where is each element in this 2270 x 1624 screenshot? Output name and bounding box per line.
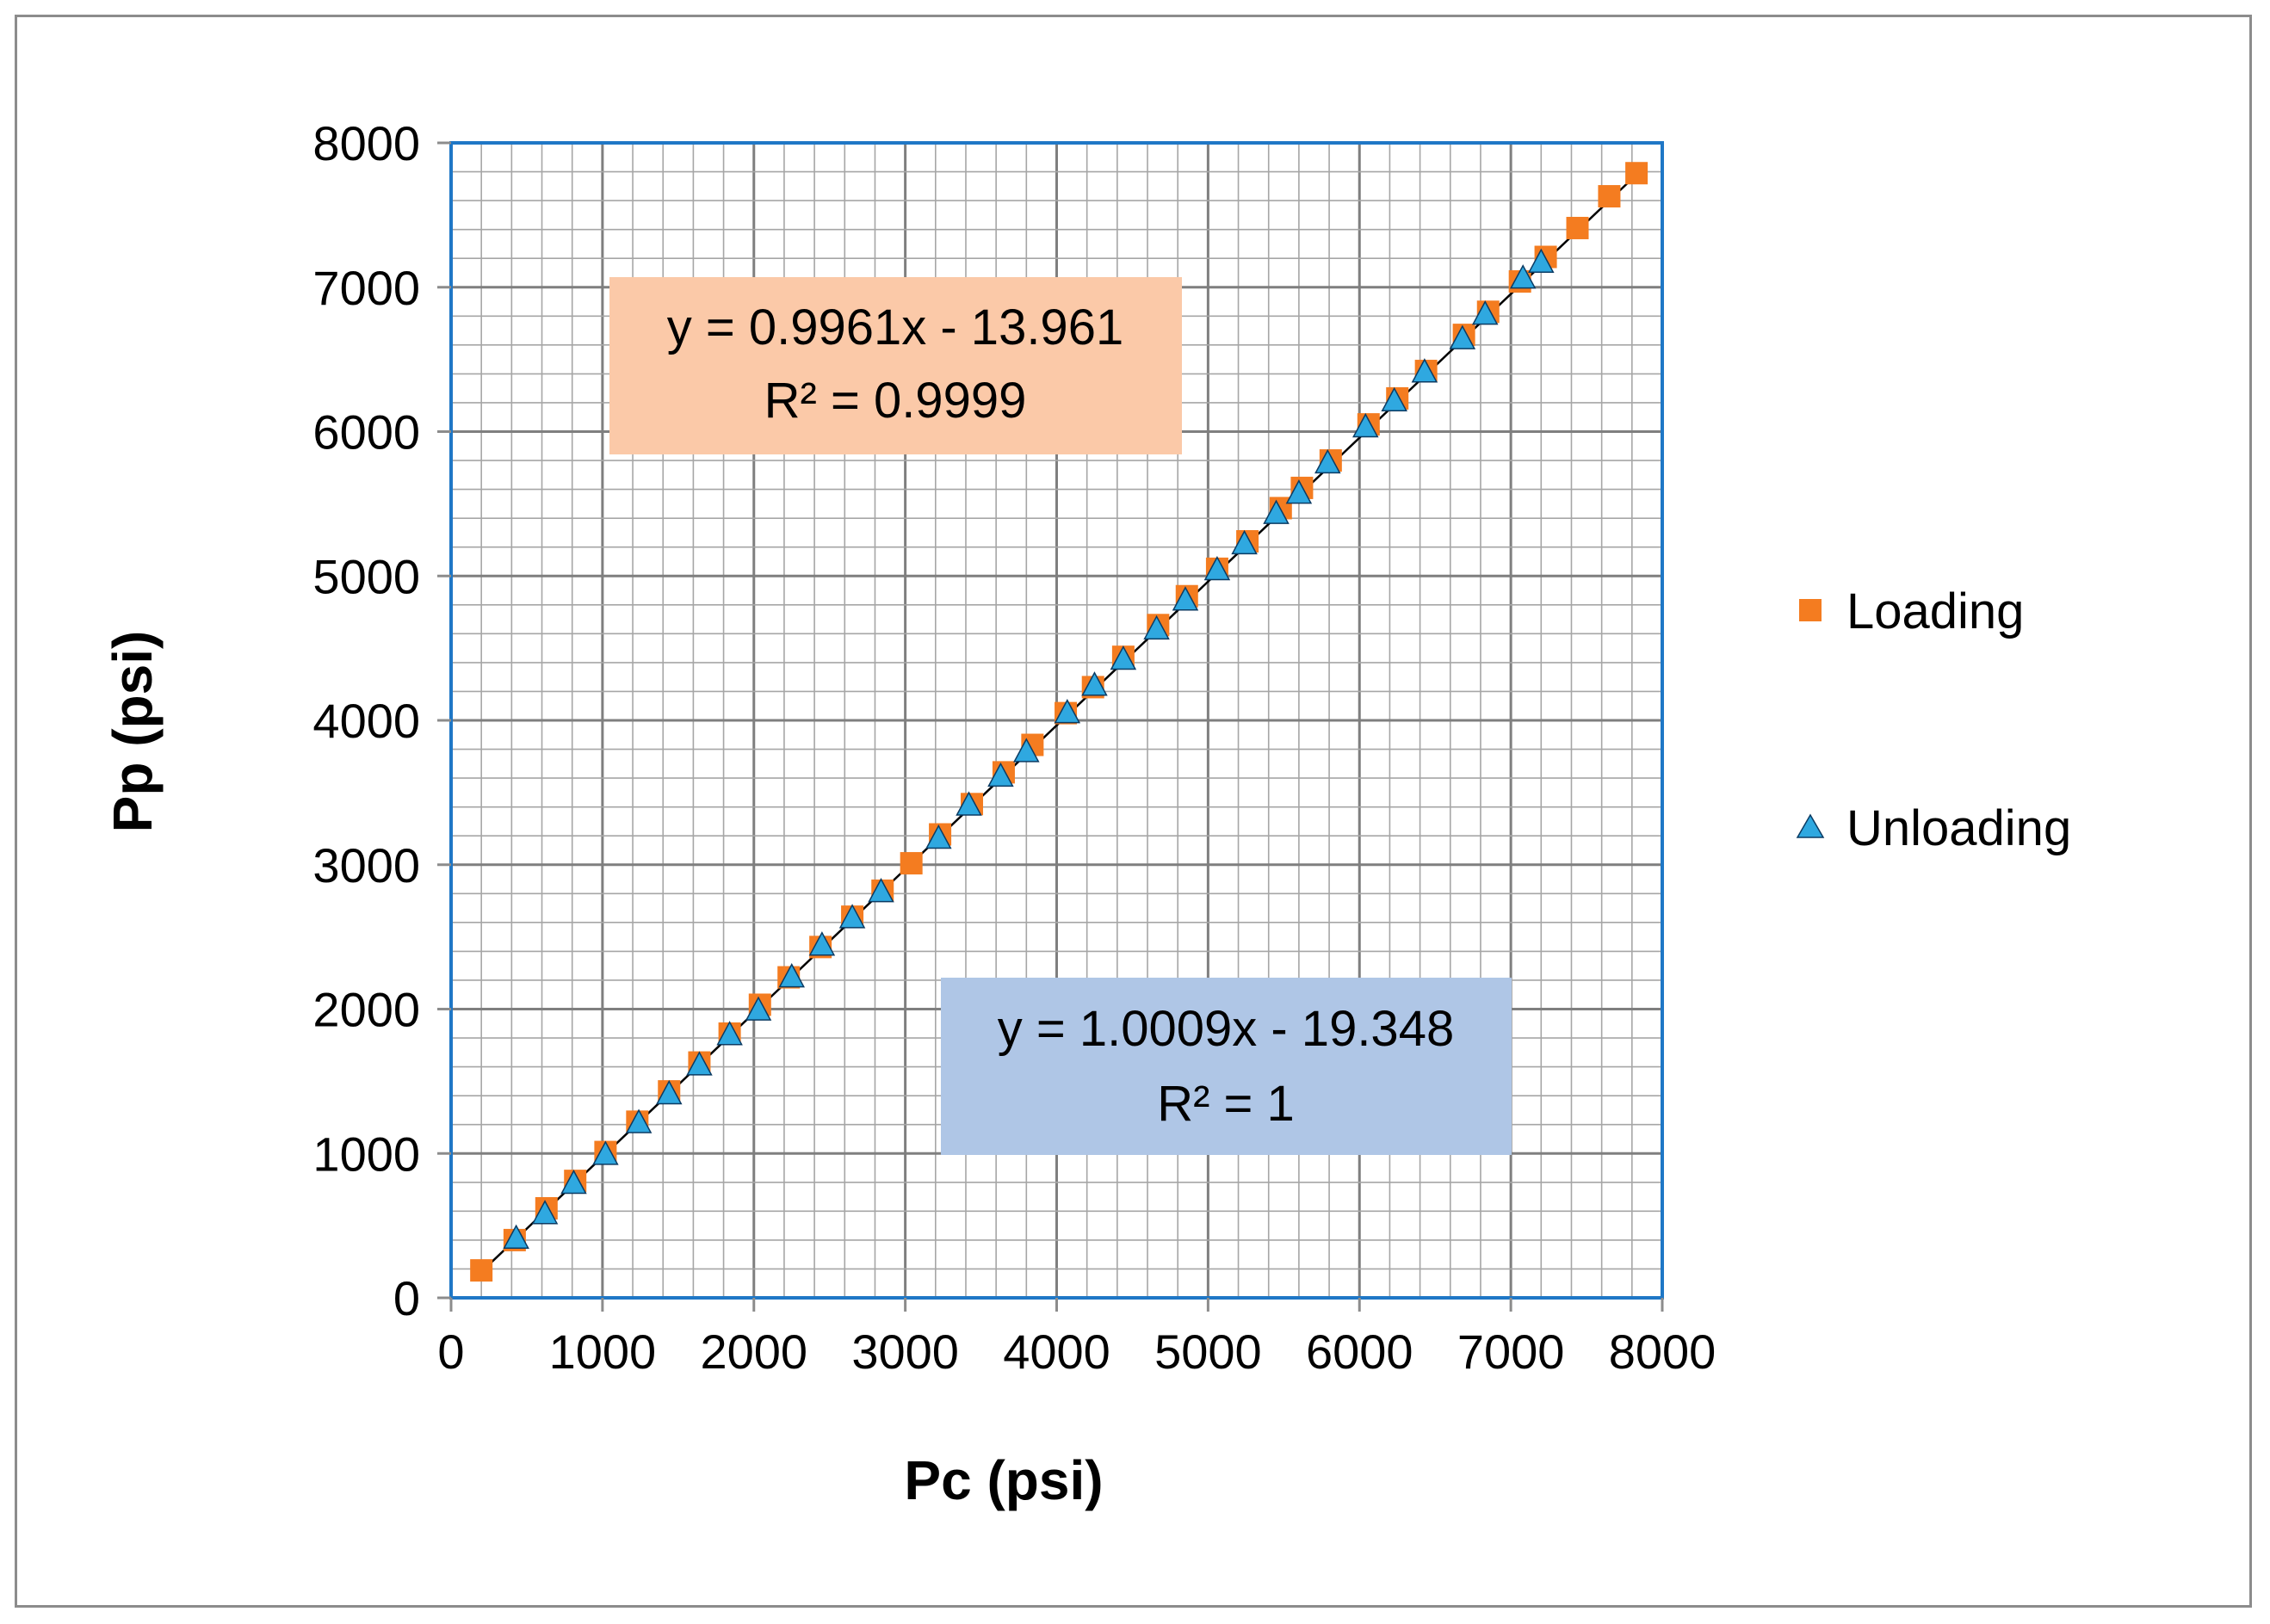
unloading-point [778, 963, 805, 988]
equation-loading-line2: R² = 0.9999 [764, 373, 1027, 429]
unloading-point [1203, 555, 1231, 581]
unloading-point [531, 1200, 559, 1225]
unloading-point [625, 1108, 653, 1133]
unloading-point [716, 1021, 743, 1046]
y-tick-label: 1000 [312, 1127, 420, 1181]
unloading-point [1528, 248, 1555, 273]
unloading-point [560, 1169, 587, 1195]
unloading-point [956, 791, 982, 816]
loading-point [1598, 185, 1621, 208]
unloading-point [503, 1224, 529, 1249]
unloading-point [1285, 479, 1313, 504]
y-tick-label: 5000 [312, 549, 420, 603]
unloading-point [1471, 300, 1499, 325]
y-tick-label: 7000 [312, 261, 420, 315]
y-axis-title: Pp (psi) [102, 631, 164, 833]
y-tick-label: 6000 [312, 405, 420, 460]
data-points [470, 162, 1648, 1282]
x-tick-label: 8000 [1609, 1325, 1716, 1379]
loading-point [1625, 162, 1648, 185]
x-tick-label: 7000 [1457, 1325, 1565, 1379]
y-tick-label: 8000 [312, 116, 420, 170]
unloading-point [1352, 412, 1379, 438]
unloading-point [1314, 448, 1341, 474]
unloading-point [745, 996, 772, 1021]
legend-loading-label: Loading [1846, 584, 2024, 639]
legend-loading-marker [1799, 599, 1822, 621]
equation-box-unloading-bg [941, 978, 1512, 1155]
unloading-point [1143, 614, 1170, 640]
equation-unloading-line2: R² = 1 [1157, 1076, 1295, 1132]
x-tick-label: 6000 [1306, 1325, 1413, 1379]
legend-unloading-marker [1796, 813, 1825, 838]
unloading-point [1449, 324, 1476, 349]
unloading-point [1013, 738, 1040, 763]
loading-point [1566, 216, 1589, 239]
tick-labels: 0 1000 2000 3000 4000 5000 6000 7000 8000 0 1000 20… [312, 116, 1716, 1379]
unloading-point [656, 1079, 683, 1105]
axis-ticks [437, 141, 1664, 1312]
unloading-point [1172, 586, 1199, 611]
loading-point [900, 852, 923, 875]
unloading-point [838, 904, 866, 929]
equation-unloading-line1: y = 1.0009x - 19.348 [998, 1001, 1454, 1057]
x-axis-title: Pc (psi) [904, 1449, 1103, 1511]
y-tick-label: 4000 [312, 694, 420, 748]
x-tick-label: 5000 [1154, 1325, 1262, 1379]
equation-box-loading-bg [609, 277, 1182, 454]
equation-box-loading: y = 0.9961x - 13.961 R² = 0.9999 [609, 277, 1182, 454]
loading-point [470, 1259, 493, 1282]
equation-loading-line1: y = 0.9961x - 13.961 [667, 299, 1123, 355]
unloading-point [868, 878, 894, 903]
unloading-point [1054, 699, 1081, 724]
unloading-point [686, 1051, 713, 1076]
unloading-point [1263, 499, 1290, 524]
unloading-point [1381, 386, 1407, 412]
unloading-point [1231, 529, 1258, 555]
unloading-point [808, 931, 836, 956]
y-tick-label: 0 [393, 1271, 420, 1325]
equation-box-unloading: y = 1.0009x - 19.348 R² = 1 [941, 978, 1512, 1155]
legend: Loading Unloading [1796, 584, 2071, 856]
x-tick-label: 0 [437, 1325, 464, 1379]
unloading-point [1509, 264, 1537, 289]
x-tick-label: 3000 [851, 1325, 959, 1379]
unloading-point [1081, 671, 1108, 696]
unloading-point [592, 1140, 619, 1165]
unloading-point [1110, 645, 1137, 670]
legend-unloading-label: Unloading [1846, 800, 2071, 856]
unloading-point [925, 824, 952, 849]
unloading-point [1411, 358, 1438, 383]
y-tick-label: 3000 [312, 838, 420, 892]
y-tick-label: 2000 [312, 983, 420, 1037]
x-tick-label: 1000 [549, 1325, 657, 1379]
x-tick-label: 2000 [700, 1325, 807, 1379]
x-tick-label: 4000 [1003, 1325, 1110, 1379]
unloading-point [987, 762, 1014, 787]
